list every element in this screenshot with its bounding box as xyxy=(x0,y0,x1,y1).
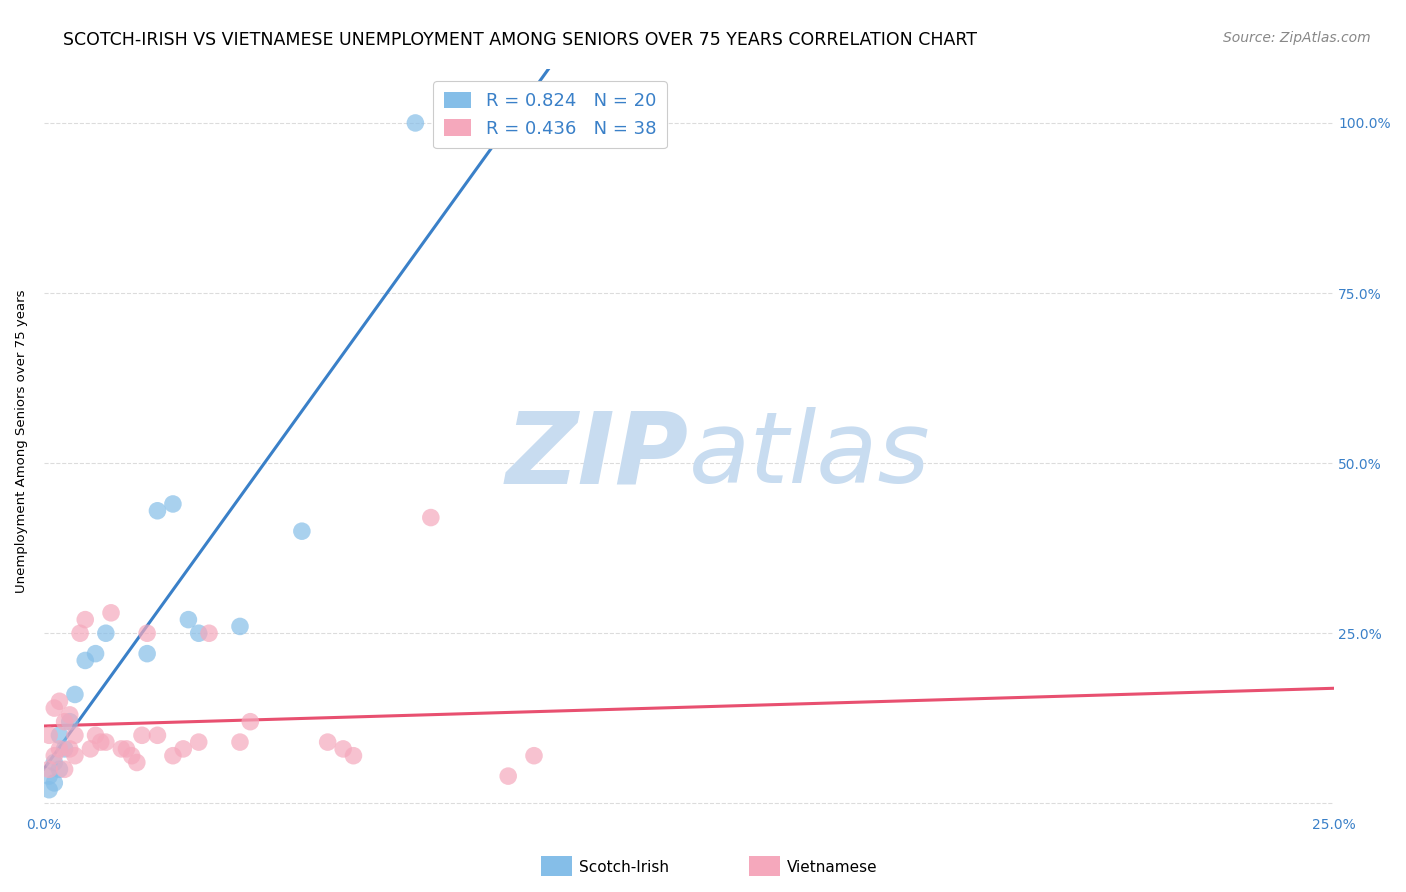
Point xyxy=(100,606,122,620)
Point xyxy=(229,619,252,633)
Point xyxy=(84,728,107,742)
Text: Scotch-Irish: Scotch-Irish xyxy=(579,860,669,874)
Point xyxy=(419,510,441,524)
Point xyxy=(239,714,262,729)
Point xyxy=(198,626,221,640)
Text: atlas: atlas xyxy=(689,408,931,505)
Point xyxy=(53,762,76,776)
Point xyxy=(187,626,209,640)
Point xyxy=(496,769,519,783)
Point xyxy=(146,728,169,742)
Point xyxy=(59,742,82,756)
Point xyxy=(125,756,148,770)
Point xyxy=(44,756,66,770)
Point xyxy=(48,762,70,776)
Point xyxy=(59,714,82,729)
Point xyxy=(38,762,60,776)
Point xyxy=(44,701,66,715)
Point xyxy=(48,694,70,708)
Point xyxy=(79,742,101,756)
Point xyxy=(75,613,97,627)
Point xyxy=(90,735,112,749)
Point xyxy=(131,728,153,742)
Text: Vietnamese: Vietnamese xyxy=(787,860,877,874)
Point xyxy=(53,714,76,729)
Point xyxy=(84,647,107,661)
Point xyxy=(63,688,86,702)
Point xyxy=(162,748,184,763)
Point xyxy=(38,782,60,797)
Text: Source: ZipAtlas.com: Source: ZipAtlas.com xyxy=(1223,31,1371,45)
Point xyxy=(69,626,91,640)
Point xyxy=(523,748,546,763)
Point xyxy=(162,497,184,511)
Point xyxy=(115,742,138,756)
Point xyxy=(291,524,314,538)
Point xyxy=(404,116,426,130)
Point xyxy=(75,653,97,667)
Point xyxy=(187,735,209,749)
Point xyxy=(94,626,117,640)
Point xyxy=(59,707,82,722)
Point xyxy=(121,748,143,763)
Point xyxy=(48,742,70,756)
Point xyxy=(94,735,117,749)
Point xyxy=(136,626,159,640)
Point xyxy=(172,742,194,756)
Point xyxy=(177,613,200,627)
Point xyxy=(38,769,60,783)
Point xyxy=(136,647,159,661)
Text: SCOTCH-IRISH VS VIETNAMESE UNEMPLOYMENT AMONG SENIORS OVER 75 YEARS CORRELATION : SCOTCH-IRISH VS VIETNAMESE UNEMPLOYMENT … xyxy=(63,31,977,49)
Point xyxy=(342,748,364,763)
Y-axis label: Unemployment Among Seniors over 75 years: Unemployment Among Seniors over 75 years xyxy=(15,289,28,593)
Text: ZIP: ZIP xyxy=(506,408,689,505)
Point xyxy=(48,728,70,742)
Point xyxy=(53,742,76,756)
Legend: R = 0.824   N = 20, R = 0.436   N = 38: R = 0.824 N = 20, R = 0.436 N = 38 xyxy=(433,81,666,148)
Point xyxy=(44,748,66,763)
Point xyxy=(63,728,86,742)
Point xyxy=(146,504,169,518)
Point xyxy=(63,748,86,763)
Point xyxy=(332,742,354,756)
Point xyxy=(229,735,252,749)
Point xyxy=(38,728,60,742)
Point xyxy=(316,735,339,749)
Point xyxy=(44,776,66,790)
Point xyxy=(110,742,132,756)
